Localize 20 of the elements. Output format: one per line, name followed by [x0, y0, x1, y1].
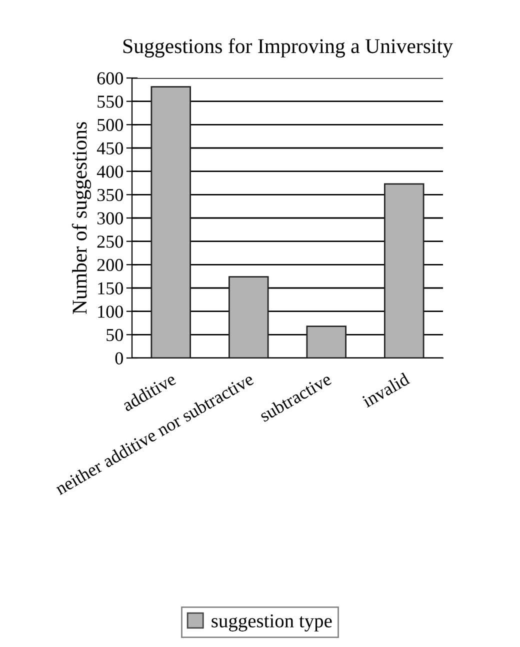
y-tick-label: 550	[98, 96, 123, 108]
bar	[384, 183, 424, 358]
bar	[306, 326, 347, 358]
y-tick-label: 350	[97, 188, 123, 202]
legend-label: suggestion type	[212, 614, 332, 632]
bar	[228, 276, 269, 358]
y-tick-label: 400	[96, 166, 123, 178]
y-tick-label: 300	[97, 212, 123, 224]
y-tick-label: 250	[97, 236, 123, 248]
y-tick-label: 0	[115, 352, 123, 364]
y-tick-label: 500	[98, 118, 123, 132]
y-axis-title: Number of suggestions	[72, 122, 92, 314]
y-tick-label: 50	[106, 328, 123, 342]
y-tick-label: 450	[96, 142, 123, 154]
y-tick-label: 200	[97, 258, 123, 272]
y-tick-label: 150	[98, 282, 123, 294]
y-tick-label: 600	[97, 72, 123, 84]
chart-title: Suggestions for Improving a University	[123, 38, 453, 58]
bar	[150, 86, 192, 358]
y-tick-label: 100	[98, 306, 123, 318]
